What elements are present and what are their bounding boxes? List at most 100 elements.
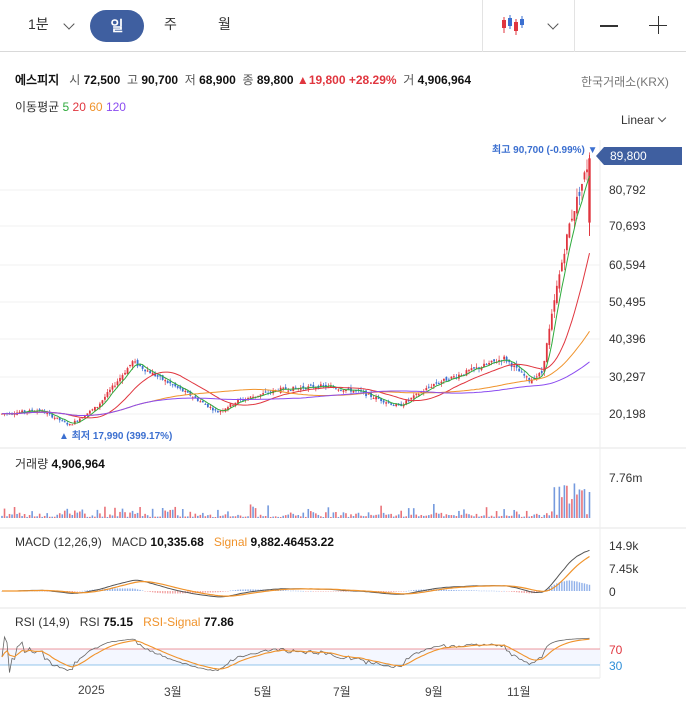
candle-body xyxy=(299,387,302,390)
interval-select-label[interactable]: 1분 xyxy=(28,16,49,32)
candle-body xyxy=(415,393,418,395)
volume-bar xyxy=(126,516,129,518)
volume-bar xyxy=(350,514,352,518)
macd-hist-bar xyxy=(380,591,382,592)
macd-hist-bar xyxy=(199,591,202,593)
rsi-panel-label: RSI (14,9) xyxy=(15,615,70,629)
macd-hist-bar xyxy=(49,591,51,592)
tab-period-week[interactable]: 주 xyxy=(164,16,177,32)
macd-hist-bar xyxy=(114,588,116,591)
macd-hist-bar xyxy=(382,591,385,592)
candle-body xyxy=(166,380,169,383)
volume-bar xyxy=(302,512,305,518)
candle-body xyxy=(382,400,385,403)
scale-mode-chevron-icon[interactable] xyxy=(657,113,667,123)
volume-bar xyxy=(337,516,340,518)
candle-body xyxy=(568,223,571,238)
candle-body xyxy=(156,375,159,377)
macd-hist-bar xyxy=(397,591,400,592)
zoom-out-icon[interactable] xyxy=(600,25,618,27)
macd-hist-bar xyxy=(312,591,315,592)
macd-hist-bar xyxy=(106,588,109,591)
ma-period-5[interactable]: 5 xyxy=(62,100,70,114)
candle-body xyxy=(342,390,345,392)
ma-period-60[interactable]: 60 xyxy=(89,100,103,114)
macd-hist-bar xyxy=(435,589,438,591)
tab-period-day[interactable]: 일 xyxy=(90,10,144,42)
macd-hist-bar xyxy=(179,591,181,594)
macd-hist-bar xyxy=(500,591,503,592)
chart-type-chevron-icon[interactable] xyxy=(547,18,559,30)
volume-bar xyxy=(488,516,490,518)
volume-bar xyxy=(543,514,546,518)
volume-bar xyxy=(141,516,144,518)
candle-body xyxy=(513,365,516,368)
candle-body xyxy=(252,396,254,399)
scale-mode-select[interactable]: Linear xyxy=(621,113,655,127)
volume-bar xyxy=(438,513,440,518)
volume-bar xyxy=(58,513,61,518)
volume-bar xyxy=(79,511,81,518)
rsi-value: 75.15 xyxy=(103,615,134,629)
candle-body xyxy=(563,253,566,264)
macd-hist-bar xyxy=(109,588,111,591)
candle-body xyxy=(48,411,51,415)
candle-body xyxy=(530,379,533,384)
volume-bar xyxy=(194,513,197,518)
volume-bar xyxy=(317,514,320,518)
macd-hist-bar xyxy=(332,591,335,592)
candle-body xyxy=(402,404,405,407)
macd-hist-bar xyxy=(31,590,33,592)
macd-hist-bar xyxy=(362,591,365,592)
macd-hist-bar xyxy=(558,582,561,591)
macd-signal-line xyxy=(2,555,590,597)
volume-bar xyxy=(151,508,154,518)
close-value: 89,800 xyxy=(256,73,294,87)
volume-bar xyxy=(264,515,267,518)
ma-period-120[interactable]: 120 xyxy=(105,100,126,114)
volume-bar xyxy=(553,487,556,518)
candle-body xyxy=(86,413,89,417)
volume-bar xyxy=(269,516,272,518)
volume-bar xyxy=(513,509,515,518)
candlestick-chart-type-icon[interactable] xyxy=(500,13,526,37)
candle-body xyxy=(503,356,506,360)
volume-bar xyxy=(473,516,475,518)
ma-period-20[interactable]: 20 xyxy=(72,100,86,114)
candle-body xyxy=(510,362,513,367)
tab-period-month[interactable]: 월 xyxy=(218,16,231,32)
candle-body xyxy=(234,402,237,406)
chevron-down-icon[interactable] xyxy=(63,18,75,30)
macd-hist-bar xyxy=(563,581,566,591)
candle-body xyxy=(319,384,322,388)
candle-body xyxy=(129,364,131,367)
candle-body xyxy=(93,406,96,411)
candle-body xyxy=(528,378,531,382)
candle-body xyxy=(437,383,440,385)
candle-body xyxy=(365,390,367,397)
volume-bar xyxy=(214,516,217,518)
candle-body xyxy=(96,406,99,408)
macd-hist-bar xyxy=(377,591,380,592)
candle-body xyxy=(553,300,556,312)
candle-body xyxy=(515,364,518,368)
candle-body xyxy=(324,384,327,388)
volume-bar xyxy=(192,516,194,518)
candle-body xyxy=(36,410,39,413)
candle-body xyxy=(196,398,199,401)
candle-body xyxy=(237,399,239,404)
candle-body xyxy=(525,376,528,378)
candle-body xyxy=(277,390,280,392)
volume-bar xyxy=(483,515,485,518)
volume-bar xyxy=(588,492,591,518)
candle-body xyxy=(478,367,480,369)
current-price-badge xyxy=(596,147,682,165)
zoom-in-icon[interactable] xyxy=(649,16,667,34)
macd-line xyxy=(2,549,590,598)
macd-hist-bar xyxy=(219,591,222,593)
macd-hist-bar xyxy=(54,591,56,592)
volume-bar xyxy=(287,514,290,518)
low-price-marker-text: 최저 17,990 (399.17%) xyxy=(71,431,173,442)
volume-bar xyxy=(540,516,543,518)
macd-hist-bar xyxy=(418,589,420,591)
